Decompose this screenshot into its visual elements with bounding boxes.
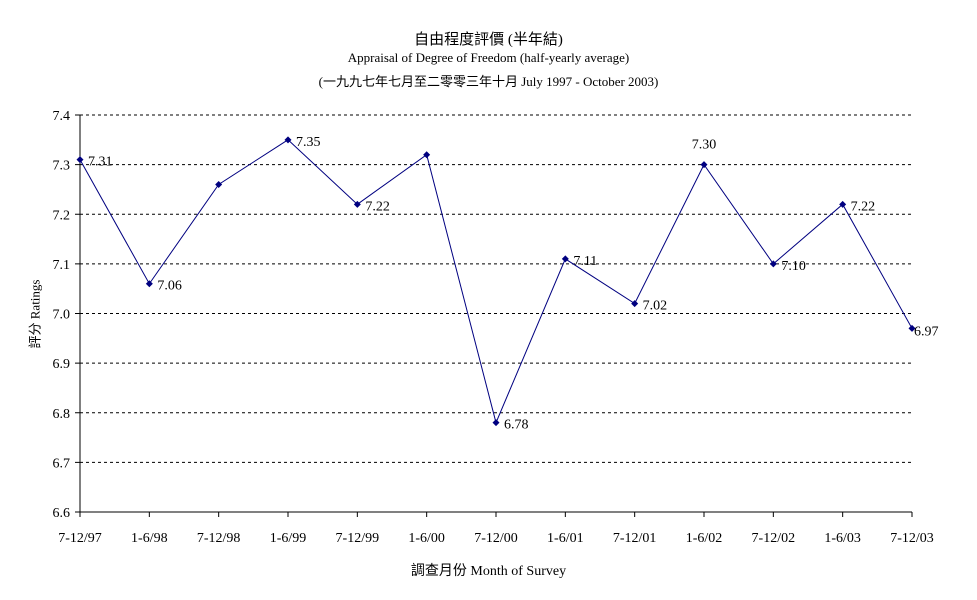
data-point	[908, 324, 916, 332]
x-tick-label: 1-6/98	[131, 531, 168, 546]
data-label: 7.22	[851, 199, 876, 214]
data-point	[631, 300, 639, 308]
y-tick-label: 6.6	[53, 506, 71, 521]
y-tick-label: 7.4	[53, 109, 71, 124]
data-label: 7.06	[157, 279, 182, 294]
x-tick-label: 7-12/99	[336, 531, 380, 546]
chart-subtitle: Appraisal of Degree of Freedom (half-yea…	[347, 50, 630, 65]
y-axis-label: 評分 Ratings	[27, 279, 43, 349]
data-label: 7.22	[365, 199, 390, 214]
y-tick-label: 6.9	[53, 357, 71, 372]
data-label: 7.31	[88, 155, 113, 170]
series-line	[79, 139, 913, 425]
x-tick-label: 1-6/99	[270, 531, 307, 546]
data-point	[423, 151, 431, 159]
data-point	[215, 180, 223, 188]
data-point	[769, 260, 777, 268]
y-tick-label: 7.1	[53, 258, 71, 273]
y-tick-label: 6.8	[53, 407, 71, 422]
y-tick-label: 7.0	[53, 308, 71, 323]
x-tick-label: 7-12/00	[474, 531, 518, 546]
data-label: 7.02	[643, 299, 668, 314]
x-tick-label: 7-12/03	[890, 531, 934, 546]
data-label: 6.78	[504, 418, 529, 433]
data-point	[76, 156, 84, 164]
x-tick-label: 7-12/98	[197, 531, 241, 546]
y-tick-label: 7.2	[53, 208, 71, 223]
x-tick-label: 7-12/97	[58, 531, 102, 546]
data-label: 7.10	[781, 259, 806, 274]
x-tick-label: 1-6/00	[408, 531, 445, 546]
data-point	[492, 419, 500, 427]
data-point	[353, 200, 361, 208]
chart-title: 自由程度評價 (半年結)	[414, 32, 563, 48]
chart-date-range: (一九九七年七月至二零零三年十月 July 1997 - October 200…	[318, 74, 659, 89]
data-label: 7.30	[692, 138, 717, 153]
x-tick-label: 1-6/03	[824, 531, 861, 546]
data-point	[839, 200, 847, 208]
data-point	[561, 255, 569, 263]
y-tick-label: 6.7	[53, 456, 71, 471]
x-tick-label: 1-6/02	[686, 531, 723, 546]
x-axis-label: 調查月份 Month of Survey	[410, 564, 567, 579]
x-tick-label: 1-6/01	[547, 531, 584, 546]
data-point	[700, 161, 708, 169]
data-label: 7.11	[573, 254, 597, 269]
y-tick-label: 7.3	[53, 159, 71, 174]
data-point	[284, 136, 292, 144]
x-tick-label: 7-12/01	[613, 531, 657, 546]
data-label: 7.35	[296, 135, 321, 150]
data-label: 6.97	[914, 324, 939, 339]
data-point	[145, 280, 153, 288]
x-tick-label: 7-12/02	[752, 531, 796, 546]
